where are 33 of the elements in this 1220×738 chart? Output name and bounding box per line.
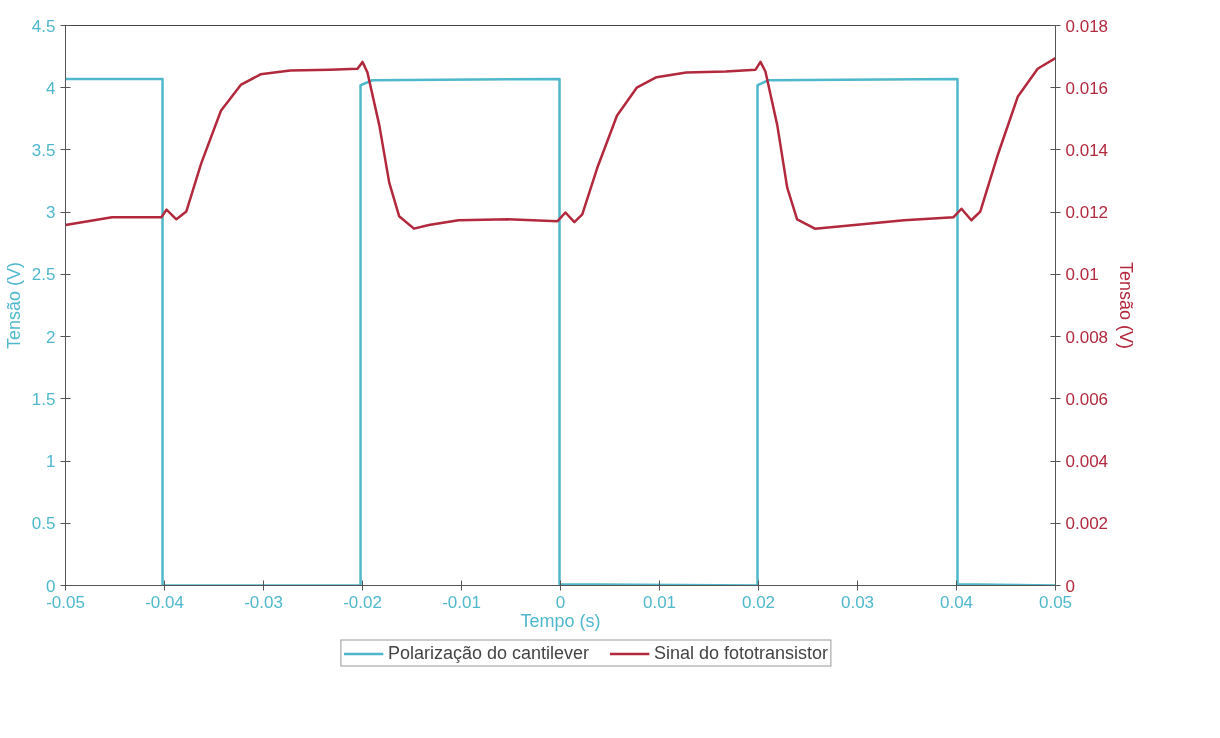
- y-tick-label: 3: [46, 203, 56, 223]
- y-tick-label: 2.5: [31, 265, 56, 285]
- x-tick-label: -0.01: [442, 592, 481, 612]
- y-tick-label: 4: [46, 78, 56, 98]
- y2-axis-title: Tensão (V): [1116, 261, 1137, 350]
- x-tick-label: 0.03: [840, 592, 875, 612]
- y2-tick-label: 0.01: [1065, 265, 1099, 285]
- x-tick-label: 0: [555, 592, 566, 612]
- legend-label: Sinal do fototransistor: [654, 642, 829, 664]
- y-tick-label: 1.5: [31, 389, 56, 409]
- y2-tick-label: 0.012: [1065, 203, 1109, 223]
- y-tick-label: 0.5: [31, 514, 56, 534]
- x-tick-label: -0.04: [145, 592, 184, 612]
- y-axis-title: Tensão (V): [3, 261, 24, 350]
- y2-tick-label: 0.004: [1065, 452, 1109, 472]
- x-tick-label: -0.03: [244, 592, 283, 612]
- y2-tick-label: 0.008: [1065, 327, 1109, 347]
- x-tick-label: 0.02: [741, 592, 776, 612]
- y-tick-label: 1: [46, 452, 56, 472]
- y2-tick-label: 0.018: [1065, 16, 1109, 36]
- y-tick-label: 2: [46, 327, 56, 347]
- legend-label: Polarização do cantilever: [387, 642, 590, 664]
- y2-tick-label: 0.006: [1065, 389, 1109, 409]
- y2-tick-label: 0.014: [1065, 140, 1109, 160]
- y2-tick-label: 0.002: [1065, 514, 1109, 534]
- line-series: [65, 56, 1056, 230]
- x-tick-label: -0.02: [343, 592, 382, 612]
- y2-tick-label: 0.016: [1065, 78, 1109, 98]
- x-tick-label: 0.01: [642, 592, 677, 612]
- y-tick-label: 4.5: [31, 16, 56, 36]
- x-axis-title: Tempo (s): [520, 610, 601, 631]
- y-tick-label: 3.5: [31, 140, 56, 160]
- x-tick-label: 0.04: [939, 592, 974, 612]
